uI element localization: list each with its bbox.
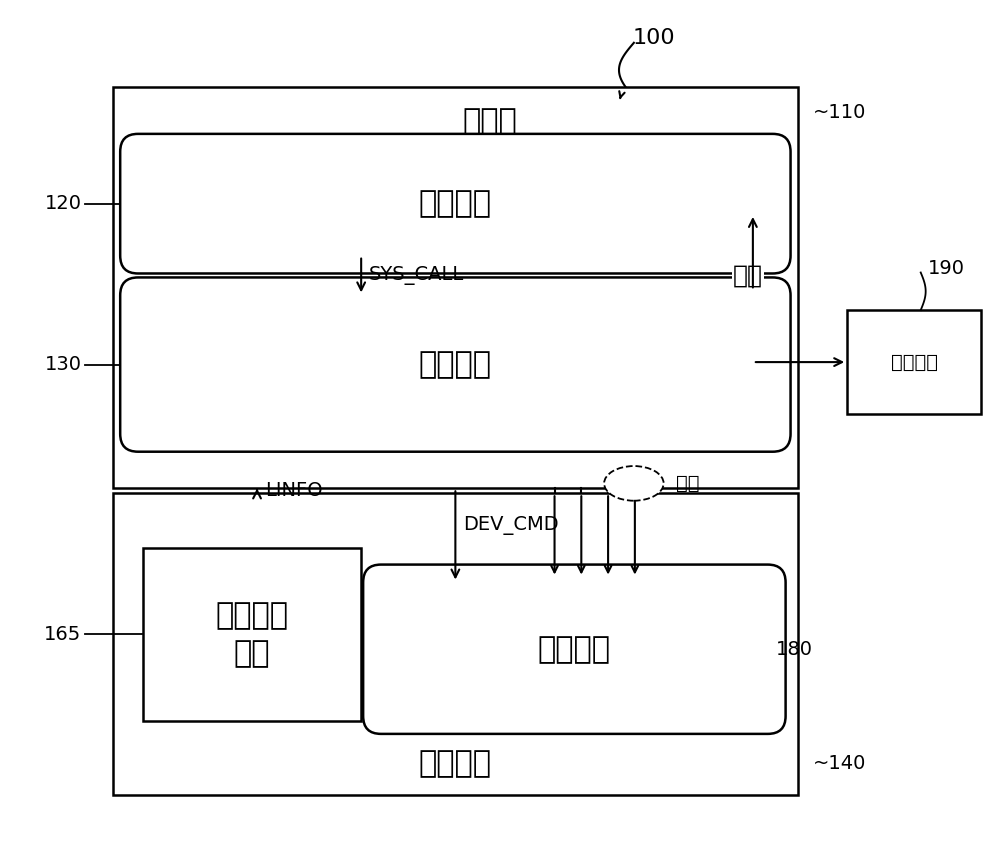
Bar (847, 310, 981, 414)
Text: 处理器: 处理器 (462, 107, 517, 137)
Bar (143, 548, 361, 721)
Text: 130: 130 (45, 355, 82, 374)
Text: ~140: ~140 (812, 754, 866, 773)
Text: 轮询: 轮询 (676, 473, 699, 493)
Text: SYS_CALL: SYS_CALL (369, 266, 464, 285)
Text: 用户应用: 用户应用 (419, 189, 492, 219)
Text: LINFO: LINFO (265, 481, 323, 500)
Text: 返回: 返回 (733, 263, 763, 288)
Text: 100: 100 (632, 28, 675, 48)
FancyBboxPatch shape (363, 565, 786, 734)
Text: 操作系统: 操作系统 (419, 350, 492, 379)
Text: 存储设备: 存储设备 (419, 749, 492, 778)
Text: 190: 190 (927, 259, 964, 278)
Text: ~110: ~110 (812, 103, 866, 122)
FancyBboxPatch shape (120, 134, 791, 273)
Bar (113, 493, 798, 795)
Text: 165: 165 (44, 625, 82, 644)
Text: 120: 120 (45, 194, 82, 214)
Text: 命令执行: 命令执行 (538, 635, 611, 663)
Text: 存储器件: 存储器件 (891, 353, 938, 371)
Text: 等待时间
信息: 等待时间 信息 (216, 601, 289, 668)
Text: DEV_CMD: DEV_CMD (463, 516, 559, 535)
Text: 180: 180 (776, 640, 813, 658)
Bar (113, 87, 798, 489)
Ellipse shape (604, 466, 664, 500)
FancyBboxPatch shape (120, 278, 791, 452)
